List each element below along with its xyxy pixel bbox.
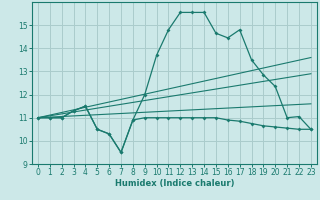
- X-axis label: Humidex (Indice chaleur): Humidex (Indice chaleur): [115, 179, 234, 188]
